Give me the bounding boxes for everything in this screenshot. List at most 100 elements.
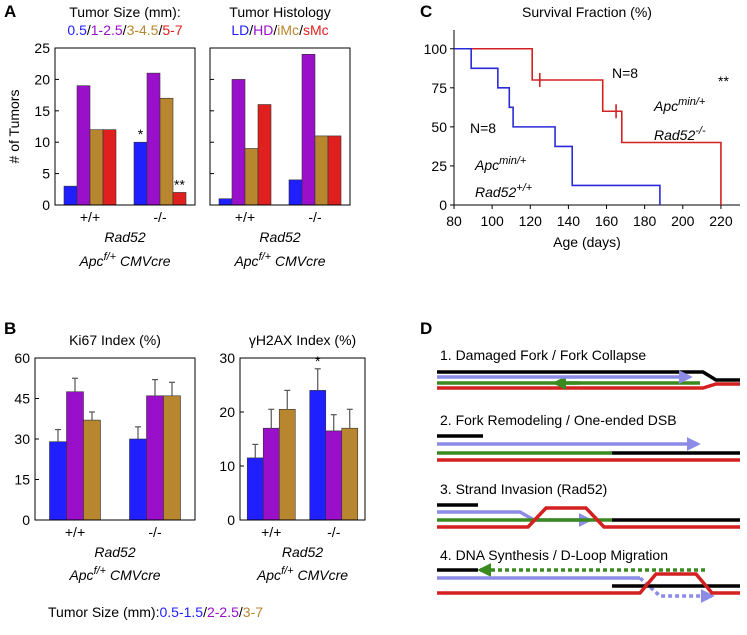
legend-entry: LD	[231, 22, 249, 38]
step-title: 1. Damaged Fork / Fork Collapse	[440, 347, 646, 363]
text-part: CMVcre	[294, 567, 349, 583]
step-title: 2. Fork Remodeling / One-ended DSB	[440, 412, 677, 428]
x-axis-label: Rad52	[282, 544, 323, 560]
x-axis-label: Rad52	[259, 229, 300, 245]
plot-frame	[209, 47, 351, 206]
legend-separator: /	[239, 604, 243, 620]
y-tick-label: 0	[42, 197, 50, 213]
chart-title: Ki67 Index (%)	[69, 332, 161, 348]
text-part: f/+	[259, 251, 272, 263]
legend-entry: iMc	[277, 22, 299, 38]
error-bar	[135, 426, 141, 439]
x-tick-label: -/-	[327, 524, 341, 540]
bar	[327, 135, 342, 206]
legend-entry: 1-2.5	[91, 22, 123, 38]
text-part: Apc	[233, 253, 258, 269]
y-axis-label: # of Tumors	[6, 90, 22, 164]
bar	[133, 141, 148, 206]
y-tick-label: 10	[219, 458, 235, 474]
error-bar	[152, 379, 158, 396]
text-part: -/-	[695, 125, 706, 137]
legend-entry: 0.5	[67, 22, 87, 38]
y-tick-label: 30	[14, 431, 30, 447]
n-label: N=8	[612, 65, 638, 81]
bar	[102, 129, 117, 206]
n-label: N=8	[470, 120, 496, 136]
plot-frame	[34, 357, 196, 521]
legend-entry: 3-7	[243, 604, 263, 620]
bar	[163, 395, 181, 521]
strand	[437, 370, 740, 382]
legend-entry: 5-7	[162, 22, 182, 38]
error-bar	[72, 377, 78, 392]
error-bar	[55, 428, 61, 442]
y-tick-label: 45	[14, 391, 30, 407]
error-bar	[89, 411, 95, 421]
error-bar	[169, 381, 175, 396]
bar	[76, 85, 91, 206]
text-part: CMVcre	[271, 253, 326, 269]
strand	[437, 572, 740, 595]
panel-label: A	[4, 2, 16, 21]
bar	[83, 419, 101, 521]
bar	[325, 430, 343, 521]
genotype: Rad52-/-	[654, 125, 706, 143]
x-tick-label: +/+	[65, 524, 85, 540]
x-tick-label: +/+	[261, 524, 281, 540]
legend-entry: 2-2.5	[207, 604, 239, 620]
text-part: Apc	[68, 567, 93, 583]
strand	[437, 382, 740, 390]
legend-separator: /	[203, 604, 207, 620]
x-tick-label: -/-	[308, 209, 322, 225]
significance: **	[718, 73, 729, 89]
chart-title: γH2AX Index (%)	[249, 332, 356, 348]
bar	[218, 198, 233, 206]
text-part: Rad52	[475, 184, 516, 200]
diagram: 1. Damaged Fork / Fork Collapse 2. Fork …	[437, 347, 740, 603]
x-tick-label: 220	[709, 213, 733, 229]
text-part: f/+	[104, 251, 117, 263]
significance: *	[138, 126, 144, 142]
text-part: Rad52	[654, 127, 695, 143]
error-bar	[268, 408, 275, 429]
text-part: Apc	[653, 98, 678, 114]
bar	[89, 129, 104, 206]
chart-title: Tumor Histology	[229, 4, 330, 20]
error-bar	[252, 443, 259, 458]
x-axis-label: Apcf/+ CMVcre	[68, 565, 160, 583]
plot-frame	[239, 357, 366, 521]
bar	[278, 408, 296, 521]
x-tick-label: -/-	[153, 209, 167, 225]
text-part: Apc	[78, 253, 103, 269]
genotype: Rad52+/+	[475, 182, 533, 200]
legend: LD/HD/iMc/sMc	[231, 22, 328, 38]
bar	[246, 457, 264, 521]
y-tick-label: 15	[14, 472, 30, 488]
bar	[314, 135, 329, 206]
bar	[66, 391, 84, 521]
x-axis-label: Age (days)	[553, 234, 621, 250]
legend-separator: /	[123, 22, 127, 38]
x-tick-label: 140	[557, 213, 581, 229]
y-tick-label: 0	[22, 512, 30, 528]
y-tick-label: 10	[34, 134, 50, 150]
y-tick-label: 20	[34, 71, 50, 87]
y-tick-label: 5	[42, 166, 50, 182]
bar	[341, 427, 359, 521]
bar	[146, 395, 164, 521]
bar	[262, 427, 280, 521]
text-part: CMVcre	[106, 567, 161, 583]
step-title: 3. Strand Invasion (Rad52)	[440, 481, 607, 497]
bar	[301, 53, 316, 206]
bar	[129, 438, 147, 521]
bar	[244, 148, 259, 206]
panel-label: C	[420, 2, 432, 21]
bar	[63, 185, 78, 206]
panel-label: B	[4, 319, 16, 338]
x-tick-label: +/+	[80, 209, 100, 225]
survival-line	[454, 47, 722, 205]
strand	[437, 506, 740, 529]
x-axis-label: Rad52	[94, 544, 135, 560]
genotype: Apcmin/+	[474, 155, 527, 173]
